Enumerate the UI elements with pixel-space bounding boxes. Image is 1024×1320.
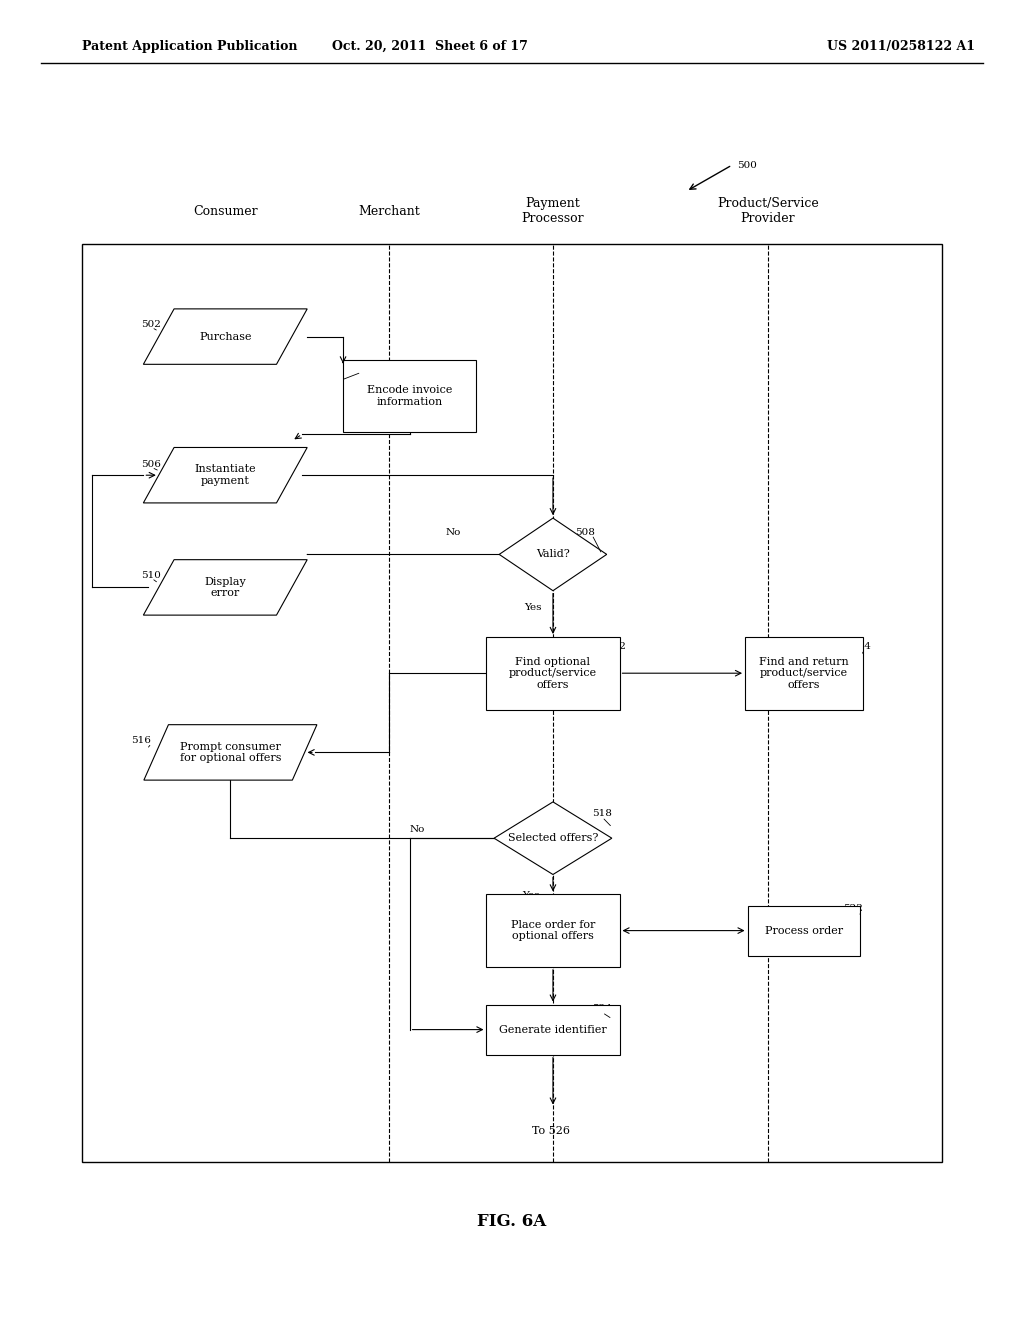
FancyBboxPatch shape bbox=[486, 895, 620, 966]
Text: Patent Application Publication: Patent Application Publication bbox=[82, 40, 297, 53]
Text: Find and return
product/service
offers: Find and return product/service offers bbox=[759, 656, 849, 690]
Text: To 526: To 526 bbox=[532, 1126, 570, 1137]
Text: Process order: Process order bbox=[765, 925, 843, 936]
Text: 524: 524 bbox=[592, 1005, 611, 1014]
Text: 504: 504 bbox=[364, 366, 383, 375]
Polygon shape bbox=[143, 309, 307, 364]
Text: Purchase: Purchase bbox=[199, 331, 252, 342]
Text: Encode invoice
information: Encode invoice information bbox=[367, 385, 453, 407]
Text: Place order for
optional offers: Place order for optional offers bbox=[511, 920, 595, 941]
Text: 514: 514 bbox=[851, 643, 870, 652]
Text: Merchant: Merchant bbox=[358, 205, 420, 218]
Text: 506: 506 bbox=[141, 461, 161, 470]
FancyBboxPatch shape bbox=[748, 906, 860, 956]
Text: 512: 512 bbox=[606, 643, 626, 652]
Text: Display
error: Display error bbox=[205, 577, 246, 598]
Text: FIG. 6A: FIG. 6A bbox=[477, 1213, 547, 1229]
Text: No: No bbox=[410, 825, 425, 834]
Text: Oct. 20, 2011  Sheet 6 of 17: Oct. 20, 2011 Sheet 6 of 17 bbox=[332, 40, 528, 53]
Text: Yes: Yes bbox=[524, 603, 542, 612]
FancyBboxPatch shape bbox=[745, 638, 862, 710]
Polygon shape bbox=[495, 801, 612, 875]
Text: Selected offers?: Selected offers? bbox=[508, 833, 598, 843]
Text: Yes: Yes bbox=[522, 891, 540, 900]
Text: 508: 508 bbox=[575, 528, 595, 537]
FancyBboxPatch shape bbox=[486, 1005, 620, 1055]
Text: US 2011/0258122 A1: US 2011/0258122 A1 bbox=[827, 40, 975, 53]
Text: Instantiate
payment: Instantiate payment bbox=[195, 465, 256, 486]
Text: 520: 520 bbox=[592, 900, 611, 909]
Text: Find optional
product/service
offers: Find optional product/service offers bbox=[509, 656, 597, 690]
Text: 510: 510 bbox=[141, 572, 161, 581]
Polygon shape bbox=[143, 725, 317, 780]
Text: Consumer: Consumer bbox=[193, 205, 258, 218]
Polygon shape bbox=[143, 447, 307, 503]
FancyBboxPatch shape bbox=[486, 638, 620, 710]
Bar bbox=[82, 244, 942, 1162]
Text: Prompt consumer
for optional offers: Prompt consumer for optional offers bbox=[179, 742, 282, 763]
Text: Valid?: Valid? bbox=[537, 549, 569, 560]
Text: No: No bbox=[445, 528, 461, 537]
Polygon shape bbox=[500, 519, 606, 591]
Text: 502: 502 bbox=[141, 321, 161, 330]
FancyBboxPatch shape bbox=[343, 359, 476, 433]
Text: 522: 522 bbox=[843, 904, 862, 913]
Polygon shape bbox=[143, 560, 307, 615]
Text: 500: 500 bbox=[737, 161, 757, 169]
Text: 518: 518 bbox=[592, 809, 611, 818]
Text: Generate identifier: Generate identifier bbox=[499, 1024, 607, 1035]
Text: Product/Service
Provider: Product/Service Provider bbox=[717, 197, 819, 226]
Text: 516: 516 bbox=[131, 737, 151, 746]
Text: Payment
Processor: Payment Processor bbox=[521, 197, 585, 226]
